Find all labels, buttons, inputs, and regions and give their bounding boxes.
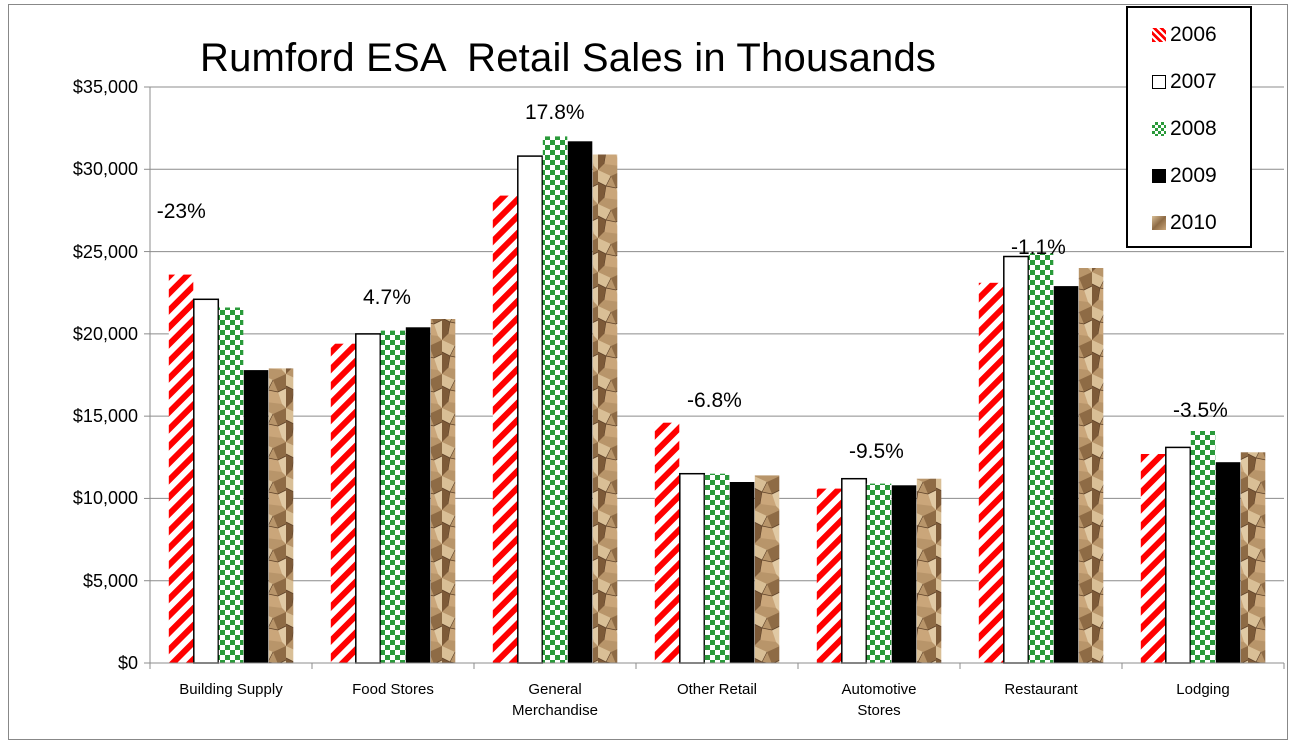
legend-swatch — [1152, 75, 1166, 89]
legend-item-2010: 2010 — [1152, 209, 1217, 237]
chart-title: Rumford ESA Retail Sales in Thousands — [200, 36, 937, 80]
legend-item-2007: 2007 — [1152, 68, 1217, 96]
legend-swatch — [1152, 216, 1166, 230]
bar-2009-4 — [891, 485, 917, 663]
bar-2009-2 — [567, 141, 593, 664]
x-tick-label: Food Stores — [318, 679, 468, 700]
bar-2010-0 — [268, 368, 294, 663]
x-tick-label: Other Retail — [642, 679, 792, 700]
bar-2010-1 — [430, 319, 456, 663]
bar-2010-4 — [916, 478, 942, 663]
x-tick-label: Building Supply — [156, 679, 306, 700]
percent-change-label: -23% — [156, 200, 206, 224]
legend-item-2009: 2009 — [1152, 162, 1217, 190]
x-tick-label-line: Food Stores — [352, 681, 434, 698]
y-tick-label: $20,000 — [72, 323, 138, 344]
percent-change-label: -6.8% — [687, 389, 742, 413]
bar-2006-5 — [978, 282, 1004, 663]
bar-2009-1 — [405, 327, 431, 663]
y-tick-label: $15,000 — [72, 406, 138, 427]
x-tick-label: General Merchandise — [480, 679, 630, 721]
x-tick-label: Automotive Stores — [804, 679, 954, 721]
x-tick-label-line: Merchandise — [512, 702, 598, 719]
legend-swatch — [1152, 28, 1166, 42]
bar-2008-4 — [866, 483, 892, 663]
bar-2009-6 — [1215, 462, 1241, 663]
legend-label: 2008 — [1170, 117, 1217, 140]
legend-label: 2006 — [1170, 23, 1217, 46]
bar-2007-4 — [841, 477, 868, 664]
x-tick-label-line: Stores — [857, 702, 901, 719]
bar-2008-3 — [704, 473, 730, 663]
bar-2007-6 — [1165, 446, 1192, 664]
y-tick-label: $30,000 — [72, 159, 138, 180]
axes — [144, 86, 1285, 669]
bar-2008-5 — [1028, 253, 1054, 663]
legend-label: 2007 — [1170, 70, 1217, 93]
y-tick-label: $35,000 — [72, 77, 138, 97]
bar-2009-5 — [1053, 286, 1079, 663]
bar-2006-2 — [492, 195, 518, 663]
percent-change-label: 4.7% — [363, 285, 411, 309]
y-tick-label: $10,000 — [72, 488, 138, 509]
bar-2006-1 — [330, 343, 356, 663]
bars — [168, 136, 1266, 664]
bar-2008-0 — [218, 307, 244, 663]
bar-2010-3 — [754, 475, 780, 663]
legend-label: 2010 — [1170, 211, 1217, 234]
bar-2007-0 — [193, 298, 220, 664]
y-tick-label: $5,000 — [82, 570, 138, 591]
legend-label: 2009 — [1170, 164, 1217, 187]
x-tick-label-line: Other Retail — [676, 681, 758, 698]
bar-2007-2 — [517, 155, 544, 664]
bar-2008-6 — [1190, 431, 1216, 663]
x-tick-label-line: Automotive — [841, 681, 917, 698]
y-tick-label: $25,000 — [72, 241, 138, 262]
bar-2006-3 — [654, 422, 680, 663]
bar-2007-5 — [1003, 255, 1030, 664]
x-tick-label: Restaurant — [966, 679, 1116, 700]
x-tick-label-line: Restaurant — [1004, 681, 1078, 698]
bar-2009-0 — [243, 370, 269, 663]
legend-swatch — [1152, 122, 1166, 136]
bar-2006-0 — [168, 274, 194, 663]
bar-2006-4 — [816, 488, 842, 663]
bar-2010-2 — [592, 154, 618, 663]
bar-2007-3 — [679, 472, 706, 664]
x-tick-label-line: Lodging — [1176, 681, 1230, 698]
x-tick-label: Lodging — [1128, 679, 1278, 700]
bar-2008-2 — [542, 136, 568, 663]
bar-2009-3 — [729, 482, 755, 663]
x-tick-label-line: General — [528, 681, 582, 698]
bar-2010-5 — [1078, 268, 1104, 663]
legend-item-2008: 2008 — [1152, 115, 1217, 143]
bar-2007-1 — [355, 333, 382, 664]
bar-2006-6 — [1140, 454, 1166, 663]
x-tick-label-line: Building Supply — [179, 681, 283, 698]
legend-swatch — [1152, 169, 1166, 183]
bar-2010-6 — [1240, 452, 1266, 663]
legend-item-2006: 2006 — [1152, 21, 1217, 49]
percent-change-label: 17.8% — [525, 101, 585, 125]
y-tick-label: $0 — [117, 653, 138, 673]
legend: 2006 2007 2008 2009 2010 — [1126, 6, 1252, 248]
percent-change-label: -3.5% — [1173, 399, 1228, 423]
percent-change-label: -1.1% — [1011, 236, 1066, 260]
bar-2008-1 — [380, 330, 406, 663]
percent-change-label: -9.5% — [849, 440, 904, 464]
